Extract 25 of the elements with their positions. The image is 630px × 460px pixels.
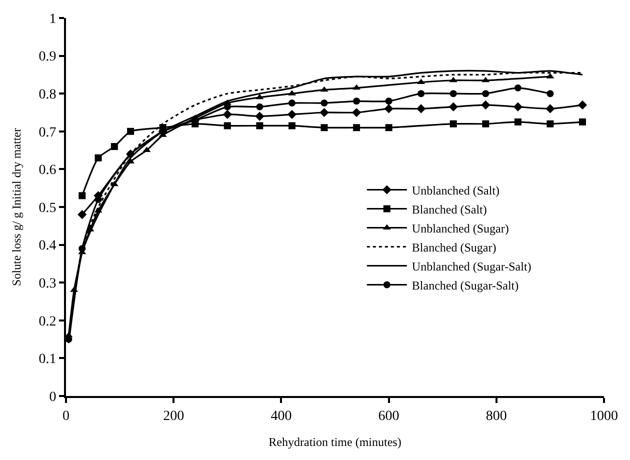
- legend-label: Blanched (Salt): [412, 202, 487, 216]
- y-tick-label: 0.6: [38, 163, 56, 178]
- legend-label: Blanched (Sugar): [412, 240, 496, 254]
- x-tick-label: 600: [378, 408, 400, 424]
- x-tick-label: 0: [62, 408, 70, 424]
- y-tick-label: 0.5: [38, 200, 56, 216]
- x-tick-label: 200: [163, 408, 184, 424]
- y-tick-label: 0.3: [38, 276, 56, 292]
- x-axis-title: Rehydration time (minutes): [268, 435, 402, 450]
- y-tick-label: 1: [49, 12, 56, 27]
- y-tick-label: 0.1: [38, 352, 56, 368]
- y-axis-title: Solute loss g/ g Initial dry matter: [10, 128, 24, 286]
- x-tick-label: 800: [486, 408, 507, 424]
- x-tick-label: 400: [270, 408, 292, 424]
- y-tick-label: 0.7: [38, 125, 56, 140]
- y-tick-label: 0: [49, 390, 56, 405]
- y-tick-label: 0.8: [38, 88, 56, 102]
- legend-label: Unblanched (Salt): [412, 183, 500, 198]
- y-tick-label: 0.9: [38, 50, 56, 65]
- legend-label: Blanched (Sugar-Salt): [412, 278, 519, 292]
- x-tick-label: 1000: [590, 408, 618, 424]
- y-tick-label: 0.2: [38, 314, 56, 330]
- legend-label: Unblanched (Sugar-Salt): [412, 259, 532, 274]
- y-tick-label: 0.4: [38, 238, 56, 254]
- legend-label: Unblanched (Sugar): [412, 221, 509, 236]
